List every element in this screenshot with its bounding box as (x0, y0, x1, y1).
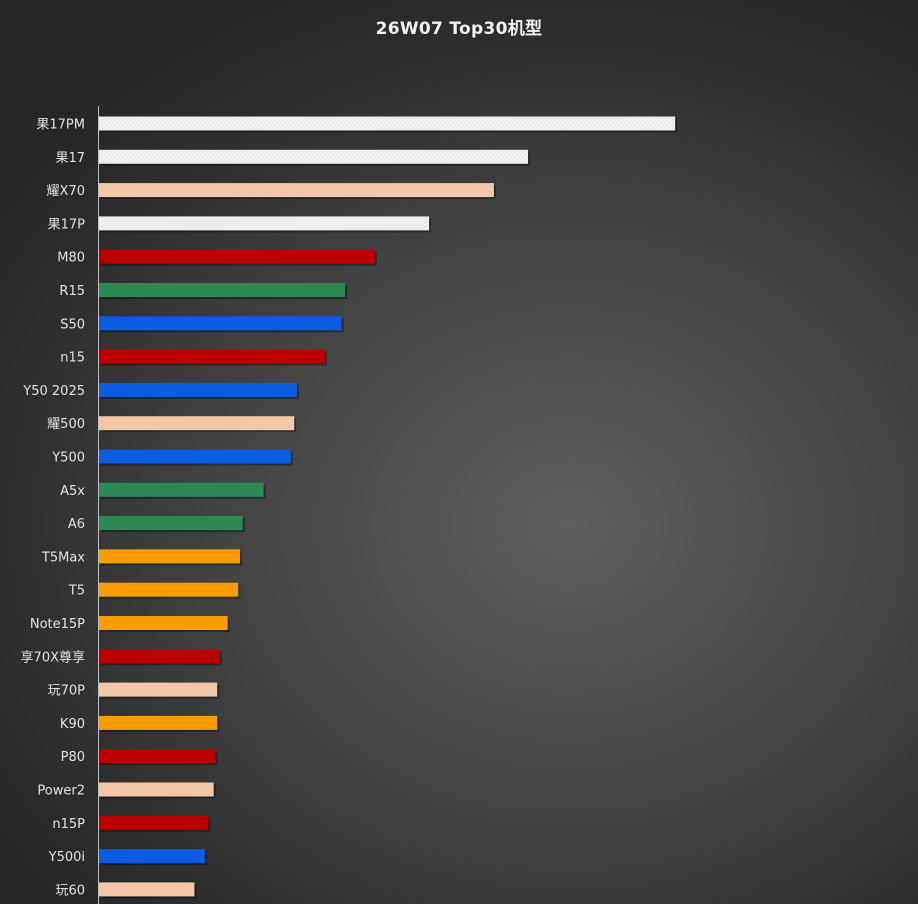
bar-texture (99, 882, 195, 897)
category-label: 享70X尊享 (21, 649, 85, 665)
category-label: A5x (60, 484, 85, 499)
category-label: 玩70P (48, 684, 86, 699)
bar-texture (99, 116, 676, 131)
category-label: S50 (60, 317, 85, 332)
category-label: K90 (60, 717, 85, 732)
bar-texture (99, 616, 228, 630)
bar-texture (99, 183, 494, 198)
category-label: Y500 (51, 451, 85, 466)
bar-texture (99, 349, 325, 364)
bar-texture (99, 516, 243, 531)
category-label: A6 (68, 517, 85, 532)
category-label: T5Max (41, 550, 85, 565)
category-label: 耀500 (47, 417, 85, 432)
category-label: 玩60 (55, 883, 85, 898)
bar-texture (99, 249, 375, 264)
category-label: T5 (68, 584, 85, 599)
bar-texture (99, 149, 529, 164)
category-label: Power2 (37, 784, 85, 799)
category-label: 果17P (48, 217, 86, 232)
category-label: 果17PM (36, 118, 85, 133)
category-label: R15 (59, 284, 85, 299)
category-label: M80 (57, 251, 85, 266)
bar-texture (99, 549, 240, 564)
bar-texture (99, 216, 430, 231)
bar-texture (99, 815, 209, 830)
bar-texture (99, 582, 239, 597)
category-label: 果17 (55, 151, 85, 166)
chart-title: 26W07 Top30机型 (375, 19, 543, 39)
category-label: 耀X70 (47, 184, 85, 199)
bar-texture (99, 316, 342, 331)
bar-texture (99, 482, 264, 497)
category-label: Note15P (30, 617, 85, 632)
bar-texture (99, 449, 291, 464)
bar-texture (99, 715, 218, 730)
bar-texture (99, 749, 216, 764)
bar-texture (99, 849, 205, 864)
category-label: P80 (61, 750, 85, 765)
category-label: n15 (60, 351, 85, 366)
bar-texture (99, 782, 214, 797)
bar-texture (99, 416, 295, 431)
bar-texture (99, 283, 346, 297)
bar-texture (99, 382, 297, 397)
category-label: n15P (52, 817, 85, 832)
category-label: Y500i (48, 850, 85, 865)
bar-texture (99, 682, 218, 697)
bar-texture (99, 649, 220, 664)
category-label: Y50 2025 (22, 384, 85, 399)
